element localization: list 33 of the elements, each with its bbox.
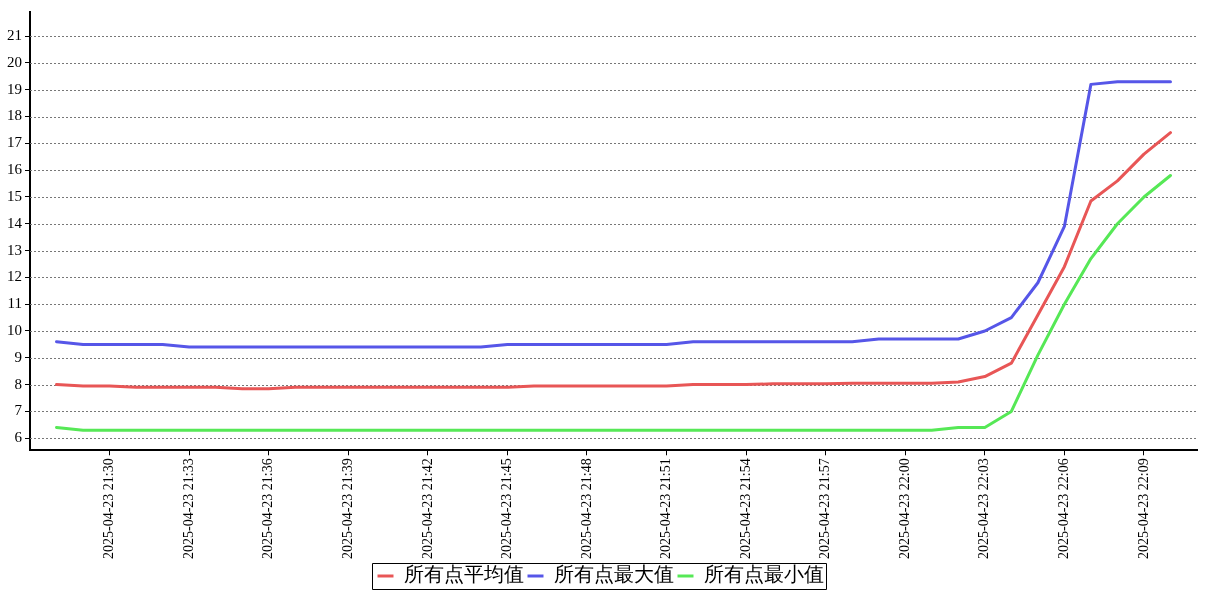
y-tick-label: 17 bbox=[7, 134, 23, 151]
x-tick-label: 2025-04-23 21:57 bbox=[817, 458, 833, 559]
legend-label: 所有点最小值 bbox=[703, 563, 824, 586]
y-tick-label: 21 bbox=[7, 27, 22, 44]
y-tick-label: 14 bbox=[7, 214, 23, 231]
x-tick-label: 2025-04-23 21:45 bbox=[499, 458, 515, 559]
y-tick-label: 9 bbox=[14, 348, 22, 365]
x-tick-label: 2025-04-23 22:00 bbox=[896, 458, 912, 559]
x-tick-label: 2025-04-23 22:09 bbox=[1135, 458, 1151, 559]
x-tick-label: 2025-04-23 21:54 bbox=[737, 458, 753, 559]
y-tick-label: 18 bbox=[7, 107, 22, 124]
y-tick-label: 7 bbox=[14, 402, 23, 419]
x-tick-label: 2025-04-23 21:39 bbox=[339, 458, 355, 559]
y-tick-label: 10 bbox=[7, 321, 22, 338]
legend-label: 所有点最大值 bbox=[553, 563, 674, 586]
x-tick-label: 2025-04-23 22:06 bbox=[1056, 458, 1072, 559]
y-tick-label: 13 bbox=[7, 241, 22, 258]
y-tick-label: 6 bbox=[14, 429, 23, 446]
y-tick-label: 12 bbox=[7, 268, 22, 285]
y-tick-label: 20 bbox=[7, 53, 22, 70]
y-tick-label: 19 bbox=[7, 80, 22, 97]
y-tick-label: 15 bbox=[7, 187, 22, 204]
x-tick-label: 2025-04-23 21:36 bbox=[260, 458, 276, 559]
x-tick-label: 2025-04-23 21:33 bbox=[180, 458, 196, 559]
y-tick-label: 16 bbox=[7, 161, 23, 178]
legend-label: 所有点平均值 bbox=[403, 563, 524, 586]
x-tick-label: 2025-04-23 21:51 bbox=[658, 458, 674, 559]
x-tick-label: 2025-04-23 21:48 bbox=[578, 458, 594, 559]
x-tick-label: 2025-04-23 21:30 bbox=[101, 458, 117, 559]
x-tick-label: 2025-04-23 21:42 bbox=[419, 458, 435, 559]
y-tick-label: 8 bbox=[14, 375, 22, 392]
y-tick-label: 11 bbox=[7, 295, 22, 312]
x-tick-label: 2025-04-23 22:03 bbox=[976, 458, 992, 559]
